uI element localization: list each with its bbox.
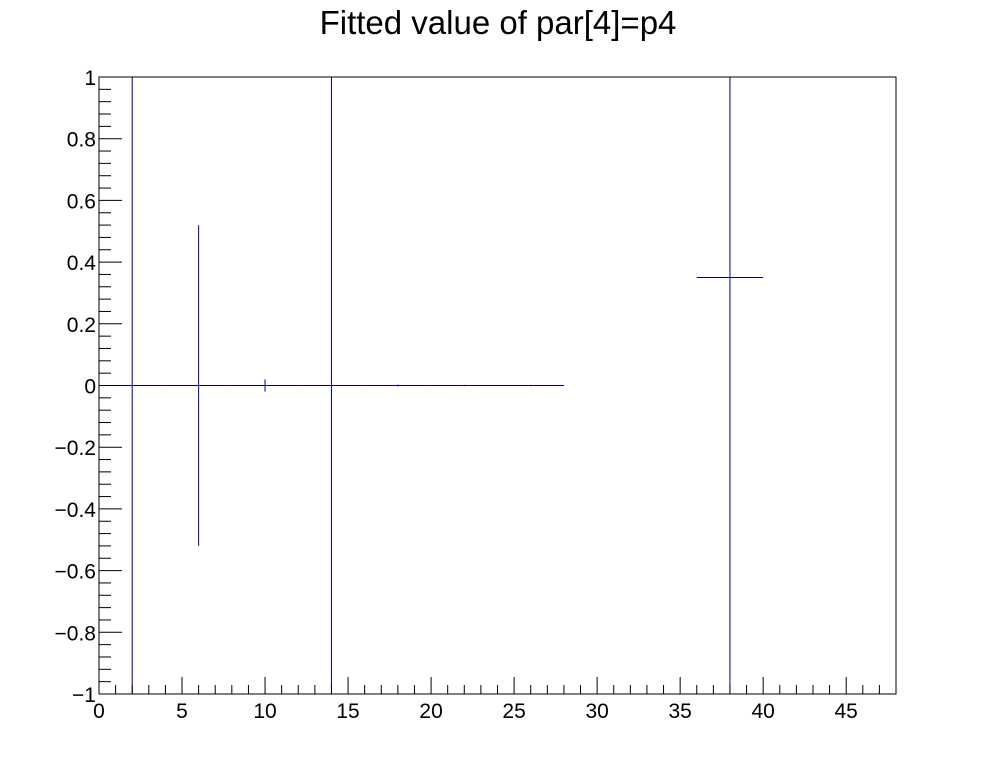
x-tick-label-35: 35 [668, 700, 691, 723]
y-tick-label-5: 0 [84, 376, 96, 399]
x-tick-label-40: 40 [751, 700, 774, 723]
x-tick-label-10: 10 [253, 700, 276, 723]
tick-labels: 0 5 10 15 20 25 30 35 40 45 −1 −0.8 −0.6 −0.4 −0.2 0 0.2… [55, 67, 858, 723]
x-tick-label-0: 0 [93, 700, 105, 723]
x-tick-label-30: 30 [585, 700, 608, 723]
y-tick-label-2: −0.6 [55, 561, 96, 584]
axis-ticks [98, 76, 897, 695]
y-tick-label-8: 0.6 [67, 190, 96, 213]
y-tick-label-1: −0.8 [55, 622, 96, 645]
x-tick-label-15: 15 [336, 700, 359, 723]
chart-title: Fitted value of par[4]=p4 [319, 4, 677, 41]
y-tick-label-0: −1 [72, 684, 96, 707]
y-tick-label-3: −0.4 [55, 499, 97, 522]
y-tick-label-10: 1 [84, 67, 96, 90]
y-tick-label-4: −0.2 [55, 437, 96, 460]
y-tick-label-6: 0.2 [67, 314, 96, 337]
data-series [99, 77, 764, 694]
y-tick-label-7: 0.4 [67, 252, 97, 275]
y-tick-label-9: 0.8 [67, 129, 96, 152]
x-tick-label-45: 45 [835, 700, 858, 723]
x-tick-label-25: 25 [502, 700, 525, 723]
x-tick-label-5: 5 [176, 700, 188, 723]
x-tick-label-20: 20 [419, 700, 442, 723]
